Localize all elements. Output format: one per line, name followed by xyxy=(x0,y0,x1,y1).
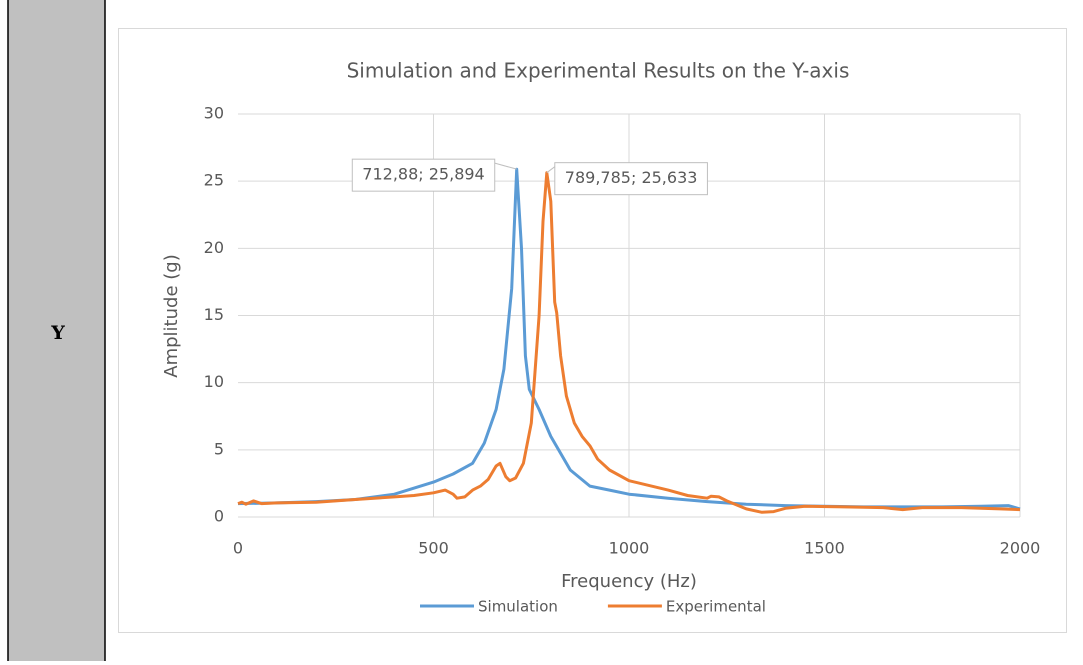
x-tick-label: 2000 xyxy=(1000,539,1041,558)
annotation-box xyxy=(351,158,496,192)
y-tick-label: 5 xyxy=(214,439,224,458)
x-axis-label: Frequency (Hz) xyxy=(561,571,697,592)
annotation-box xyxy=(554,162,708,196)
series-line xyxy=(237,171,1021,514)
x-tick-label: 500 xyxy=(418,539,449,558)
annotation-text: 789,785; 25,633 xyxy=(565,168,698,187)
chart-frame xyxy=(118,28,1067,633)
y-tick-label: 30 xyxy=(204,104,224,123)
y-tick-label: 25 xyxy=(204,171,224,190)
annotation-leader xyxy=(546,166,556,174)
y-tick-label: 20 xyxy=(204,238,224,257)
annotation-leader xyxy=(494,162,517,170)
row-cell xyxy=(8,0,105,661)
y-tick-label: 15 xyxy=(204,305,224,324)
y-axis-label: Amplitude (g) xyxy=(161,254,182,377)
x-tick-label: 1000 xyxy=(609,539,650,558)
annotation-text: 712,88; 25,894 xyxy=(362,165,484,184)
y-tick-label: 10 xyxy=(204,372,224,391)
chart-title: Simulation and Experimental Results on t… xyxy=(347,59,850,83)
x-tick-label: 1500 xyxy=(804,539,845,558)
legend-label: Experimental xyxy=(666,598,766,616)
row-label: Y xyxy=(50,322,65,344)
y-tick-label: 0 xyxy=(214,507,224,526)
x-tick-label: 0 xyxy=(233,539,243,558)
legend-label: Simulation xyxy=(478,598,558,616)
